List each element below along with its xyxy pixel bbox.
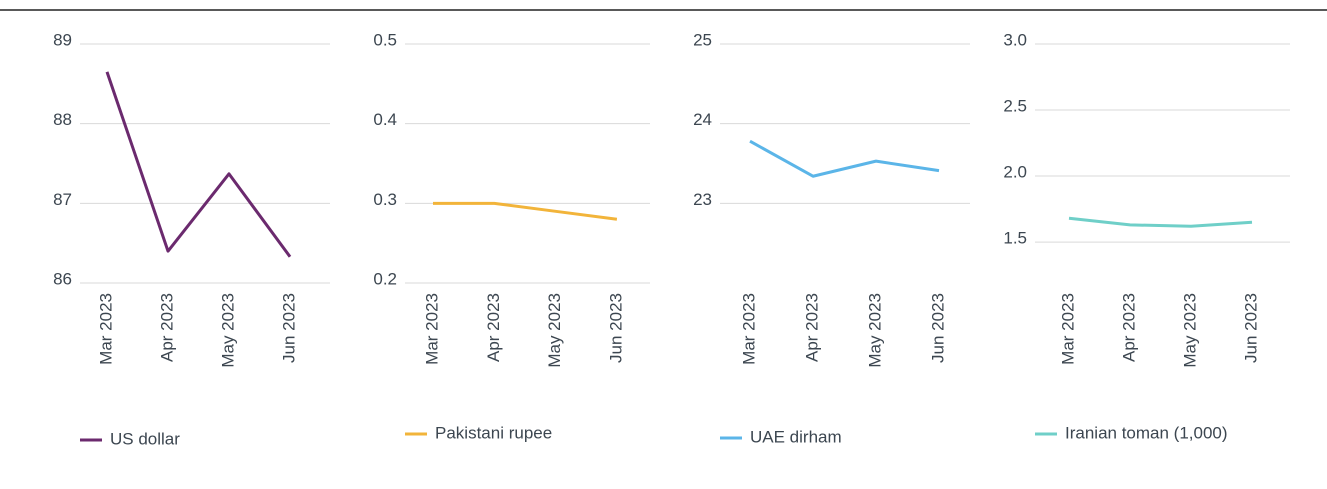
- y-tick-label: 89: [53, 30, 72, 49]
- x-tick-label: Jun 2023: [279, 293, 298, 363]
- x-tick-label: Apr 2023: [1119, 293, 1138, 362]
- x-tick-label: Jun 2023: [606, 293, 625, 363]
- y-tick-label: 87: [53, 190, 72, 209]
- y-tick-label: 24: [693, 110, 712, 129]
- data-line: [749, 139, 940, 178]
- x-tick-label: Apr 2023: [484, 293, 503, 362]
- x-tick-label: Apr 2023: [802, 293, 821, 362]
- x-tick-label: Mar 2023: [1058, 293, 1077, 365]
- y-tick-label: 3.0: [1003, 30, 1027, 49]
- legend-label: Iranian toman (1,000): [1065, 423, 1228, 442]
- x-tick-label: May 2023: [218, 293, 237, 368]
- x-tick-label: Mar 2023: [422, 293, 441, 365]
- x-tick-label: Jun 2023: [928, 293, 947, 363]
- y-tick-label: 2.5: [1003, 97, 1027, 116]
- x-tick-label: Apr 2023: [157, 293, 176, 362]
- y-tick-label: 0.4: [373, 110, 397, 129]
- x-tick-label: May 2023: [1180, 293, 1199, 368]
- x-tick-label: Mar 2023: [96, 293, 115, 365]
- x-tick-label: May 2023: [865, 293, 884, 368]
- y-tick-label: 0.3: [373, 190, 397, 209]
- y-tick-label: 25: [693, 30, 712, 49]
- x-tick-label: Jun 2023: [1241, 293, 1260, 363]
- y-tick-label: 88: [53, 110, 72, 129]
- y-tick-label: 2.0: [1003, 163, 1027, 182]
- data-line: [433, 201, 618, 221]
- y-tick-label: 1.5: [1003, 229, 1027, 248]
- legend-label: Pakistani rupee: [435, 423, 552, 442]
- y-tick-label: 0.5: [373, 30, 397, 49]
- y-tick-label: 86: [53, 269, 72, 288]
- y-tick-label: 0.2: [373, 269, 397, 288]
- data-line: [105, 71, 292, 258]
- x-tick-label: Mar 2023: [739, 293, 758, 365]
- data-line: [1068, 216, 1253, 228]
- legend-label: US dollar: [110, 429, 180, 448]
- legend-label: UAE dirham: [750, 427, 842, 446]
- y-tick-label: 23: [693, 190, 712, 209]
- x-tick-label: May 2023: [545, 293, 564, 368]
